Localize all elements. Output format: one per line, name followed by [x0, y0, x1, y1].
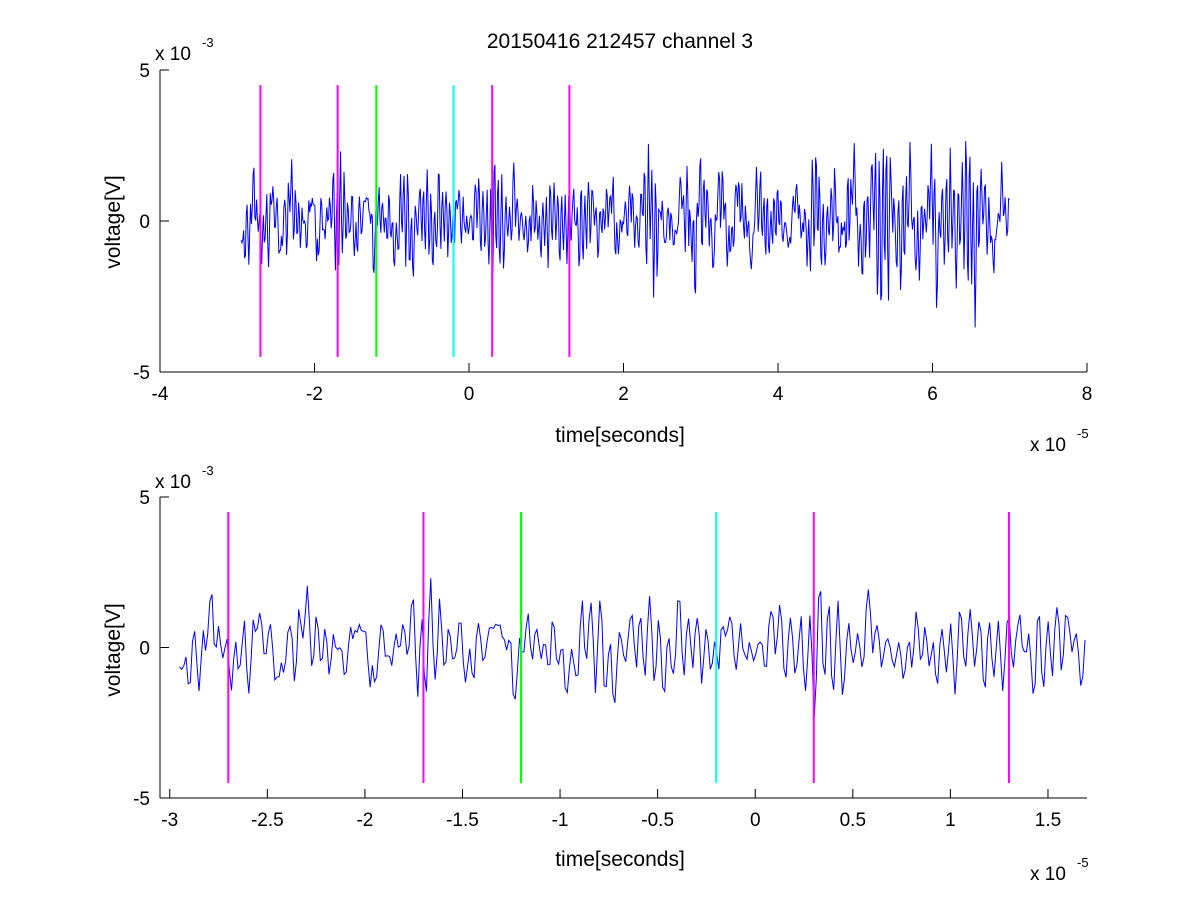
- top-axes: -4 -2 0 2 4 6 8 -5 0 5 time[seconds] voltage[V] x…: [102, 35, 1092, 456]
- top-x-multiplier: x 10 -5: [1030, 426, 1089, 456]
- bottom-y-tick-label: 5: [139, 488, 150, 509]
- bottom-x-ticks: -3 -2.5 -2 -1.5 -1 -0.5 0 0.5 1 1.5 -5 0 5: [133, 488, 1087, 831]
- bottom-y-multiplier-base: x 10: [155, 472, 191, 493]
- top-y-multiplier: x 10 -3: [155, 35, 214, 65]
- top-x-tick-label: 0: [464, 384, 475, 405]
- top-x-tick-label: -4: [152, 384, 169, 405]
- bottom-x-tick-label: 0: [750, 810, 761, 831]
- bottom-x-tick-label: 1: [945, 810, 956, 831]
- bottom-y-multiplier-exponent: -3: [202, 463, 214, 478]
- bottom-y-multiplier: x 10 -3: [155, 463, 214, 493]
- bottom-x-tick-label: -1: [552, 810, 569, 831]
- top-x-multiplier-base: x 10: [1030, 435, 1066, 456]
- bottom-x-tick-label: -2.5: [251, 810, 284, 831]
- bottom-x-tick-label: -3: [161, 810, 178, 831]
- bottom-x-tick-label: -2: [356, 810, 373, 831]
- top-y-multiplier-base: x 10: [155, 44, 191, 65]
- bottom-y-axis-label: voltage[V]: [102, 603, 125, 696]
- bottom-x-tick-label: -0.5: [641, 810, 674, 831]
- top-plot-area: [240, 85, 1010, 357]
- bottom-x-tick-label: -1.5: [446, 810, 479, 831]
- top-x-tick-label: 2: [618, 384, 629, 405]
- top-x-tick-label: 6: [927, 384, 938, 405]
- top-x-tick-label: 4: [773, 384, 784, 405]
- bottom-plot-area: [179, 512, 1086, 783]
- bottom-x-axis-label: time[seconds]: [555, 848, 685, 871]
- bottom-y-tick-label: 0: [139, 639, 150, 660]
- top-x-tick-label: -2: [306, 384, 323, 405]
- bottom-x-tick-label: 0.5: [840, 810, 866, 831]
- top-y-multiplier-exponent: -3: [202, 35, 214, 50]
- top-y-tick-label: -5: [133, 363, 150, 384]
- bottom-x-multiplier: x 10 -5: [1030, 855, 1089, 885]
- top-x-ticks: -4 -2 0 2 4 6 8 -5 0 5: [133, 61, 1092, 405]
- bottom-x-multiplier-exponent: -5: [1077, 855, 1089, 870]
- bottom-signal-line: [179, 578, 1086, 718]
- bottom-x-tick-label: 1.5: [1035, 810, 1061, 831]
- top-x-multiplier-exponent: -5: [1077, 426, 1089, 441]
- figure-title: 20150416 212457 channel 3: [487, 30, 753, 53]
- top-x-axis-label: time[seconds]: [555, 424, 685, 447]
- top-y-tick-label: 5: [139, 61, 150, 82]
- top-y-tick-label: 0: [139, 212, 150, 233]
- top-x-tick-label: 8: [1082, 384, 1093, 405]
- top-signal-line: [240, 140, 1010, 328]
- bottom-x-multiplier-base: x 10: [1030, 864, 1066, 885]
- top-y-axis-label: voltage[V]: [102, 175, 125, 268]
- bottom-y-tick-label: -5: [133, 789, 150, 810]
- bottom-axes: -3 -2.5 -2 -1.5 -1 -0.5 0 0.5 1 1.5 -5 0 5 time[seco…: [102, 463, 1089, 885]
